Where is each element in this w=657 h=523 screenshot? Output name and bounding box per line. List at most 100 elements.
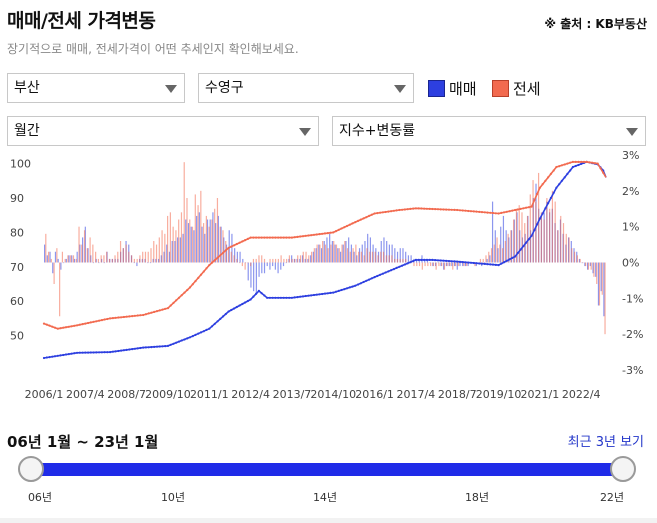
legend-sale[interactable]: 매매 <box>428 78 477 99</box>
change-bar <box>128 251 130 263</box>
index-point <box>387 270 390 273</box>
index-point <box>425 207 428 210</box>
change-bar <box>475 262 477 267</box>
index-point <box>489 211 492 214</box>
change-bar <box>382 251 385 263</box>
index-point <box>199 273 203 276</box>
change-bars <box>44 162 606 335</box>
change-bar <box>261 255 263 263</box>
slider-tick: 10년 <box>160 491 186 504</box>
change-bar <box>521 212 523 263</box>
change-bar <box>349 251 351 263</box>
index-point <box>230 308 233 312</box>
index-point <box>447 208 451 211</box>
x-tick-label: 2008/7 <box>107 388 146 401</box>
index-point <box>268 296 271 299</box>
legend-jeonse[interactable]: 전세 <box>492 78 541 99</box>
index-point <box>202 330 205 333</box>
index-point <box>379 211 382 214</box>
index-point <box>51 325 54 328</box>
index-point <box>401 264 404 267</box>
index-point <box>76 351 79 354</box>
index-point <box>354 284 357 287</box>
index-point <box>423 207 426 210</box>
change-bar <box>313 248 315 263</box>
change-bar <box>440 262 442 267</box>
index-point <box>208 327 211 330</box>
divider <box>0 518 657 523</box>
change-bar <box>302 251 304 263</box>
index-point <box>381 272 384 275</box>
district-select[interactable]: 수영구 <box>198 73 414 103</box>
index-point <box>508 258 511 261</box>
index-point <box>89 351 92 354</box>
change-bar <box>315 248 317 263</box>
index-point <box>255 236 258 239</box>
index-point <box>180 294 183 297</box>
change-bar <box>285 262 287 264</box>
change-bar <box>46 255 48 263</box>
index-point <box>569 161 572 164</box>
change-bar <box>255 262 257 295</box>
change-bar <box>380 251 382 263</box>
change-bar <box>571 248 573 263</box>
region-select[interactable]: 부산 <box>7 73 185 103</box>
index-point <box>103 318 106 321</box>
change-bar <box>324 244 327 263</box>
index-point <box>299 295 302 298</box>
change-bar <box>388 255 390 263</box>
index-point <box>109 317 112 320</box>
index-point <box>304 234 307 237</box>
change-bar <box>310 255 312 263</box>
change-bar <box>153 241 155 263</box>
change-bar <box>301 255 304 263</box>
index-point <box>249 236 252 239</box>
change-bar <box>205 215 207 263</box>
index-point <box>445 208 448 211</box>
change-bar <box>330 244 332 263</box>
change-bar <box>166 244 168 263</box>
index-point <box>566 162 569 165</box>
range-slider-start-handle[interactable] <box>18 456 44 482</box>
range-slider-end-handle[interactable] <box>610 456 636 482</box>
index-point <box>376 212 379 215</box>
index-point <box>199 331 203 334</box>
change-bar <box>196 215 198 263</box>
index-point <box>467 261 470 264</box>
index-point <box>290 236 293 239</box>
index-point <box>447 260 451 263</box>
index-point <box>70 325 73 328</box>
index-point <box>478 210 481 213</box>
index-point <box>51 355 54 358</box>
index-point <box>387 210 390 213</box>
index-point <box>166 344 170 347</box>
change-bar <box>333 241 335 263</box>
change-bar <box>294 258 296 263</box>
change-bar <box>443 262 445 270</box>
change-bar <box>377 255 379 263</box>
index-point <box>260 292 263 295</box>
index-point <box>359 282 362 285</box>
index-point <box>420 258 423 261</box>
x-tick-label: 2021/1 <box>521 388 560 401</box>
change-bar <box>47 251 50 263</box>
index-point <box>464 261 467 264</box>
index-point <box>111 317 114 320</box>
index-point <box>599 167 602 170</box>
change-bar <box>341 244 343 263</box>
index-point <box>114 350 117 353</box>
period-select[interactable]: 월간 <box>7 116 319 146</box>
index-point <box>84 351 87 354</box>
change-bar <box>125 244 127 263</box>
change-bar <box>441 262 443 267</box>
change-bar <box>60 262 62 270</box>
index-point <box>81 323 84 326</box>
index-point <box>538 217 542 220</box>
index-point <box>263 236 266 239</box>
metric-select[interactable]: 지수+변동률 <box>332 116 646 146</box>
change-bar <box>407 255 410 263</box>
index-point <box>503 211 506 214</box>
recent-3-years-button[interactable]: 최근 3년 보기 <box>567 435 644 450</box>
range-slider-track[interactable] <box>31 463 624 476</box>
index-point <box>555 186 558 189</box>
